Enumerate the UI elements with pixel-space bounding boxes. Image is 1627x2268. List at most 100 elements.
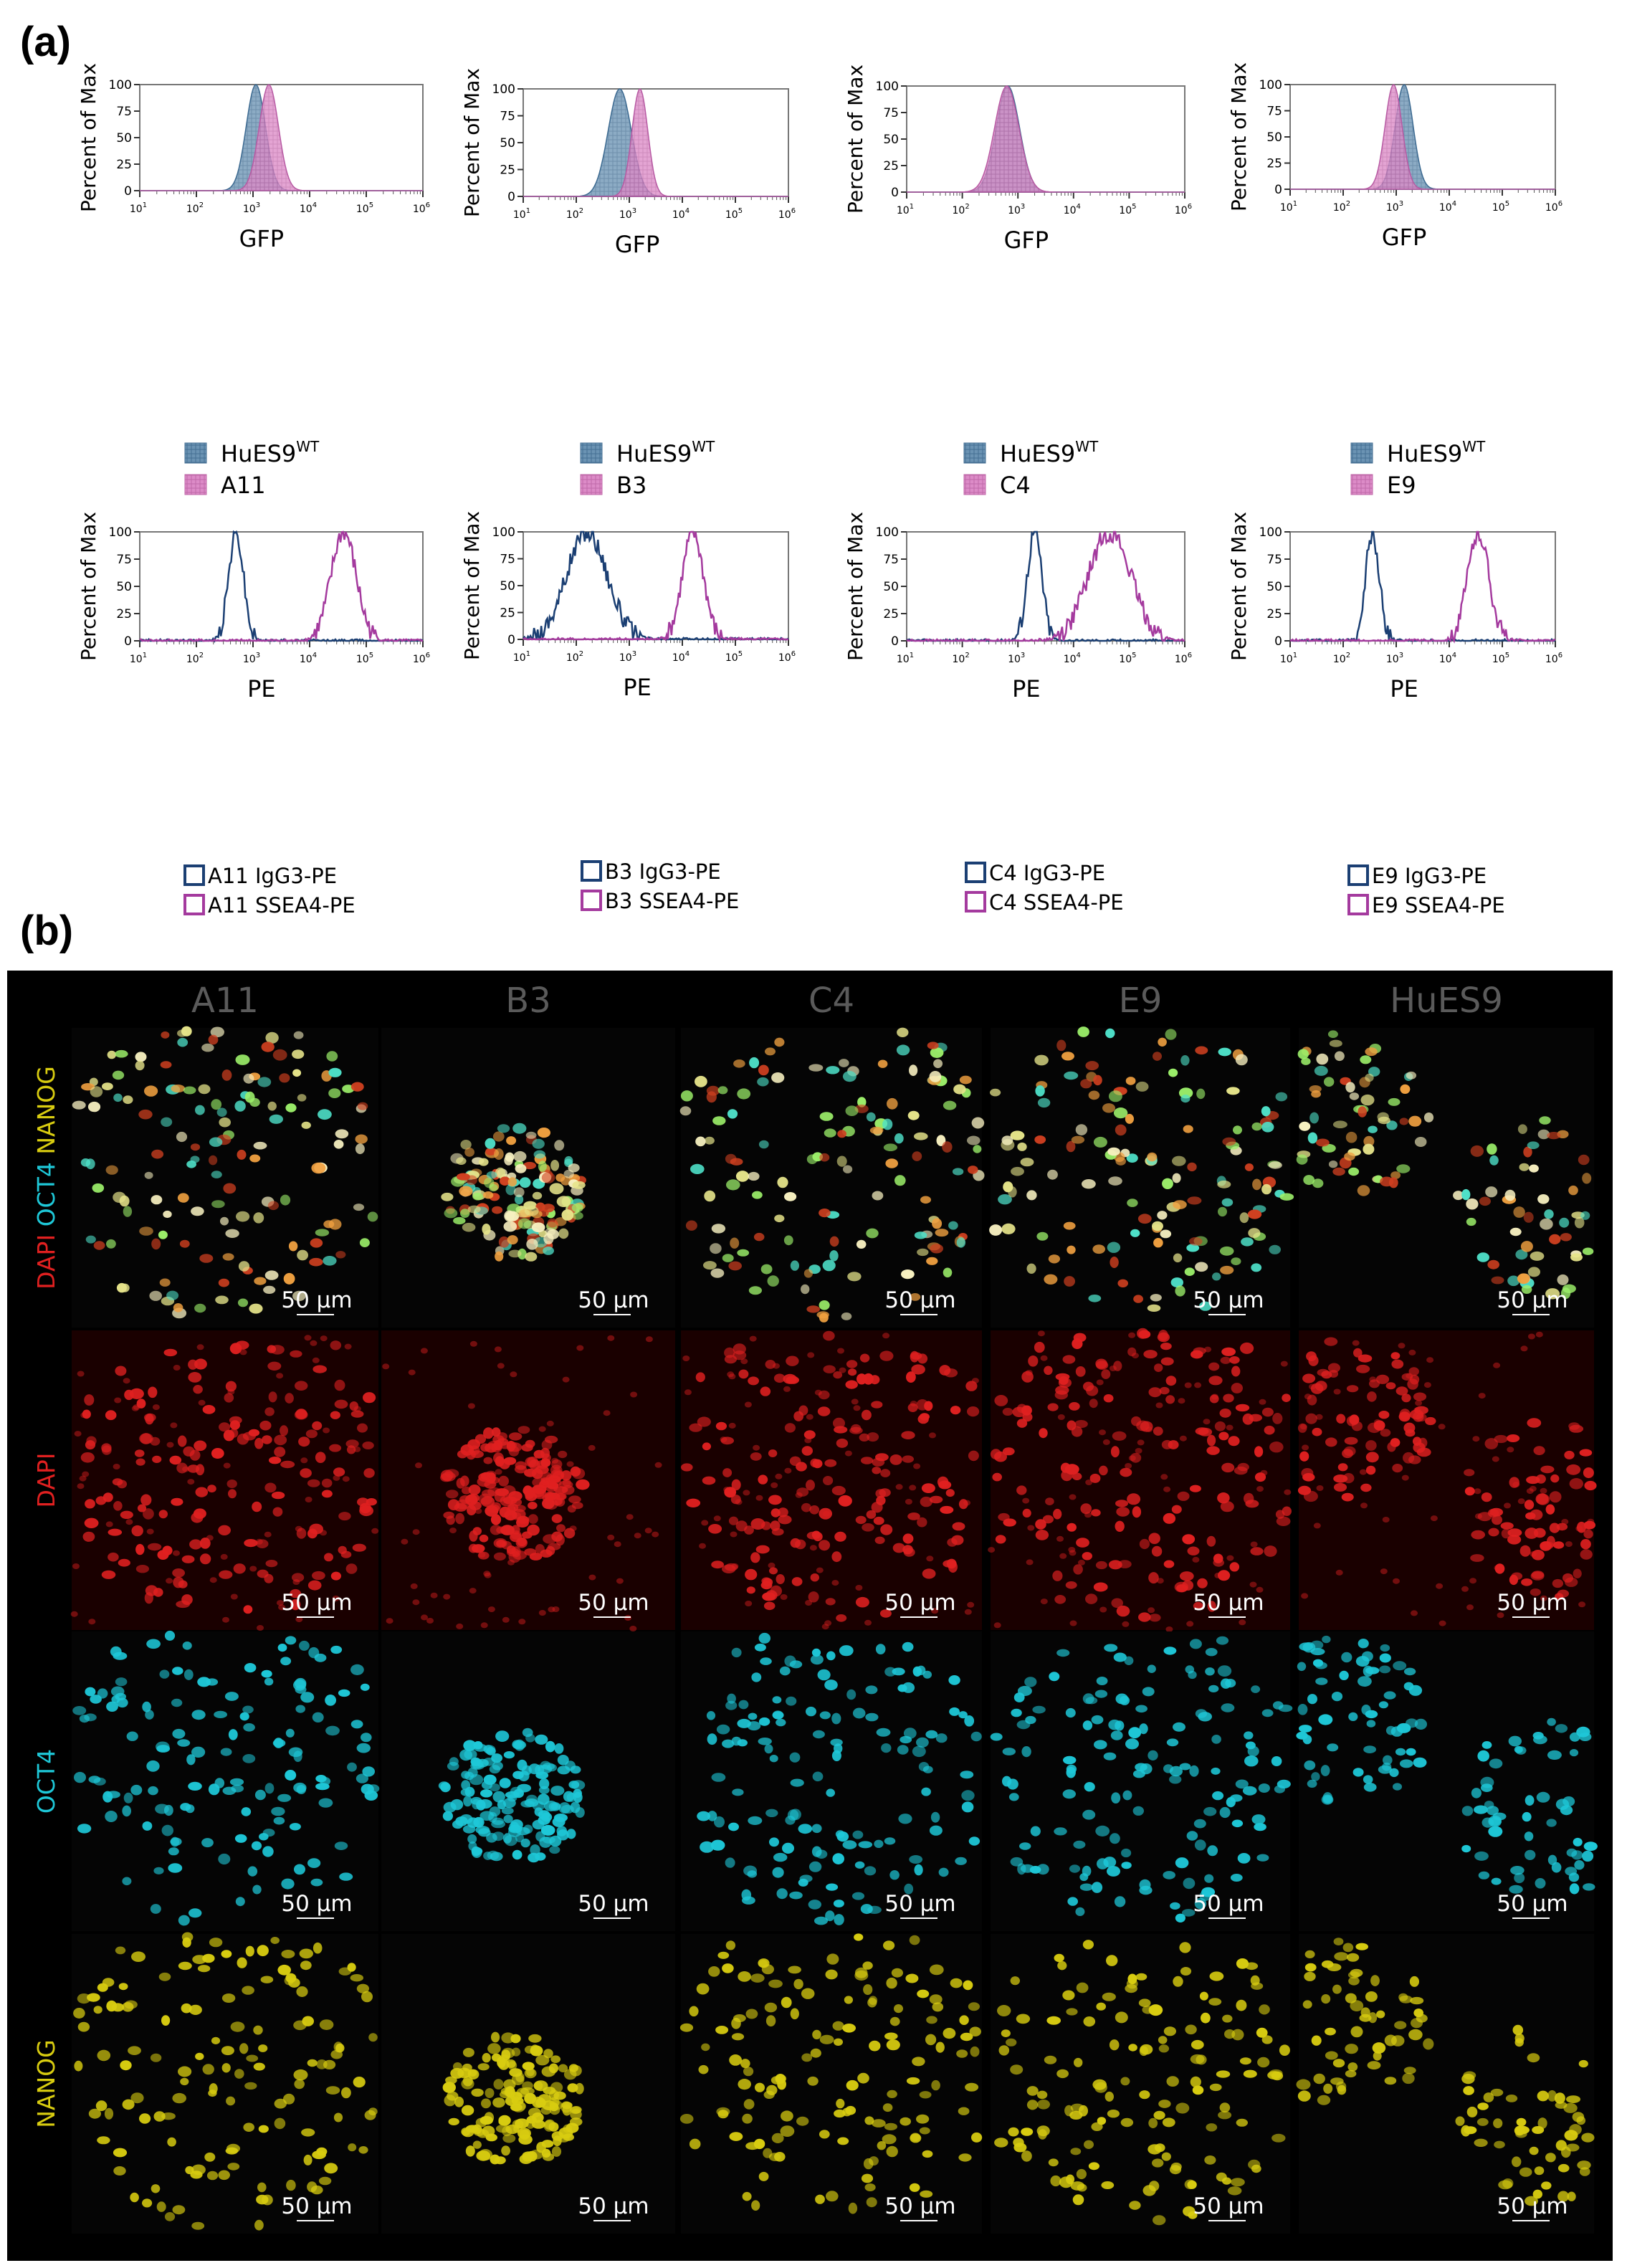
nucleus: [1209, 1394, 1219, 1404]
nucleus: [1413, 1407, 1421, 1414]
nucleus: [1583, 1520, 1595, 1530]
nucleus: [773, 1363, 780, 1369]
nucleus: [860, 1457, 874, 1464]
nucleus: [1235, 1054, 1248, 1066]
nucleus: [768, 1562, 776, 1568]
nucleus: [224, 1692, 239, 1701]
nucleus: [1567, 2191, 1576, 2201]
y-tick-label: 25: [116, 607, 132, 621]
nucleus: [764, 1744, 773, 1754]
nucleus: [102, 1082, 113, 1090]
nucleus: [1195, 1262, 1208, 1272]
nucleus: [1576, 1726, 1590, 1738]
nucleus: [242, 1754, 256, 1763]
nucleus: [1189, 1237, 1203, 1246]
nucleus: [565, 1760, 576, 1771]
nucleus: [882, 1118, 893, 1130]
nucleus: [211, 1451, 222, 1459]
nucleus: [712, 1116, 726, 1125]
nucleus: [810, 2048, 821, 2058]
nucleus: [848, 1368, 857, 1376]
nucleus: [993, 1622, 1001, 1629]
nucleus: [836, 1438, 849, 1448]
nucleus: [886, 2145, 898, 2158]
nucleus: [1360, 1094, 1375, 1106]
nucleus: [897, 1745, 909, 1755]
nucleus: [299, 1640, 310, 1651]
nucleus: [730, 1531, 738, 1538]
nucleus: [493, 1552, 506, 1561]
nucleus: [310, 1340, 318, 1346]
nucleus: [778, 1507, 788, 1517]
nucleus: [911, 1364, 925, 1375]
nucleus: [1220, 1265, 1234, 1274]
nucleus: [1333, 1938, 1344, 1946]
nucleus: [958, 2153, 972, 2162]
nucleus: [1399, 1118, 1409, 1125]
nucleus: [755, 1495, 763, 1501]
nucleus: [176, 1462, 188, 1474]
x-tick-exponent: 1: [910, 652, 914, 659]
nucleus: [1147, 1304, 1161, 1312]
x-tick-exponent: 4: [1452, 652, 1456, 659]
nucleus: [1163, 1560, 1175, 1568]
nucleus: [1494, 2140, 1505, 2149]
nucleus: [1235, 1404, 1250, 1412]
nucleus: [307, 1479, 320, 1487]
nucleus: [865, 1712, 879, 1722]
nucleus: [857, 2072, 869, 2084]
nucleus: [921, 1787, 931, 1796]
nucleus: [1325, 2027, 1336, 2036]
nucleus: [852, 1707, 866, 1719]
plot-frame: [906, 531, 1185, 642]
nucleus: [1017, 1142, 1027, 1151]
nucleus: [772, 1710, 784, 1720]
nucleus: [118, 1983, 128, 1991]
nucleus: [305, 1497, 312, 1502]
nucleus: [1061, 1052, 1074, 1061]
nucleus: [1282, 1393, 1291, 1402]
nucleus: [725, 1940, 736, 1950]
nucleus: [1256, 1854, 1269, 1862]
nucleus: [735, 1520, 748, 1532]
nucleus: [953, 1084, 966, 1095]
nucleus: [335, 1251, 346, 1259]
nucleus: [1411, 2018, 1423, 2029]
nucleus: [356, 1773, 368, 1783]
nucleus: [1133, 1295, 1143, 1303]
nucleus: [747, 1870, 758, 1878]
nucleus: [1268, 1161, 1282, 1169]
nucleus: [471, 1847, 483, 1855]
nucleus: [1104, 1644, 1118, 1652]
nucleus: [1554, 2092, 1565, 2105]
nucleus: [1179, 1763, 1191, 1771]
nucleus: [229, 1343, 242, 1355]
nucleus: [1413, 1392, 1427, 1401]
x-tick-exponent: 6: [1558, 652, 1562, 659]
nucleus: [1251, 1814, 1266, 1825]
nucleus: [526, 1239, 538, 1250]
nucleus: [1325, 1437, 1337, 1447]
nucleus: [1327, 1030, 1338, 1038]
nucleus: [1244, 1755, 1259, 1767]
x-tick-exponent: 4: [685, 207, 690, 215]
nucleus: [318, 1109, 332, 1120]
nucleus: [1096, 2002, 1106, 2011]
nucleus: [1243, 2069, 1257, 2078]
nucleus: [257, 1077, 272, 1087]
nucleus: [967, 1406, 980, 1417]
nucleus: [725, 1857, 735, 1868]
nucleus: [1063, 1221, 1076, 1230]
nucleus: [1474, 1851, 1489, 1861]
nucleus: [1082, 1552, 1093, 1561]
nucleus: [1472, 1436, 1480, 1442]
y-tick-label: 25: [1266, 607, 1282, 621]
nucleus: [177, 1037, 189, 1047]
nucleus: [695, 1372, 705, 1383]
nucleus: [1349, 1414, 1360, 1425]
nucleus: [842, 2024, 856, 2033]
nucleus: [123, 1095, 133, 1105]
nucleus: [465, 1494, 478, 1506]
nucleus: [1560, 1287, 1571, 1300]
nucleus: [309, 1523, 324, 1535]
